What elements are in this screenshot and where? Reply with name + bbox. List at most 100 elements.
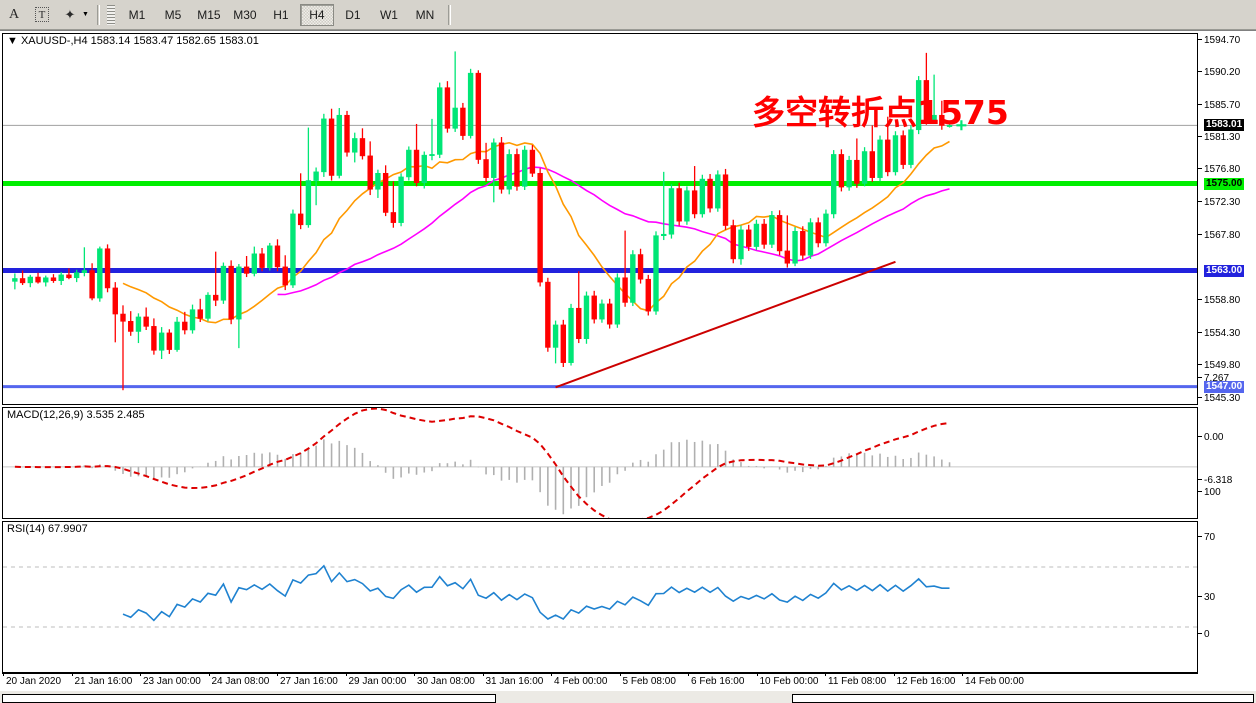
- rsi-tick-label: 100: [1198, 487, 1256, 499]
- candlestick: [908, 129, 914, 165]
- candlestick: [854, 159, 860, 184]
- candlestick: [282, 266, 288, 286]
- timeframe-m30[interactable]: M30: [233, 7, 257, 22]
- candlestick: [599, 303, 605, 320]
- candlestick: [846, 159, 852, 188]
- macd-tick-label: 0.00: [1198, 432, 1256, 444]
- time-axis-label: 12 Feb 16:00: [893, 673, 956, 687]
- price-pane[interactable]: ▼ XAUUSD-,H4 1583.14 1583.47 1582.65 158…: [2, 33, 1198, 405]
- rsi-tick-label: 70: [1198, 532, 1256, 544]
- candlestick: [390, 212, 397, 223]
- chevron-down-icon[interactable]: ▼: [82, 11, 89, 18]
- timeframe-m15[interactable]: M15: [197, 7, 221, 22]
- price-tick-label: 1545.30: [1198, 393, 1256, 405]
- candlestick: [128, 320, 134, 332]
- tick-dash: [1198, 396, 1202, 398]
- tick-dash: [1198, 71, 1202, 73]
- price-scale[interactable]: 1594.70 1590.20 1585.70 1583.01 1581.30 1576.…: [1198, 32, 1256, 673]
- price-value: 1575.00: [1204, 177, 1245, 190]
- candlestick: [135, 316, 142, 332]
- bottom-panel-right[interactable]: [792, 694, 1254, 703]
- candlestick: [630, 254, 636, 303]
- candlestick: [460, 107, 466, 136]
- candlestick: [220, 265, 227, 301]
- time-axis-label: 14 Feb 00:00: [962, 673, 1024, 687]
- timeframe-h4[interactable]: H4: [299, 3, 334, 26]
- candlestick: [776, 215, 783, 252]
- macd-tick-label: 7.267: [1198, 373, 1256, 385]
- candlestick: [313, 171, 319, 181]
- timeframe-mn[interactable]: MN: [415, 7, 435, 22]
- candlestick: [614, 277, 621, 325]
- candlestick: [591, 295, 597, 320]
- ma-slow-line: [277, 166, 950, 296]
- text-tool-icon[interactable]: A: [1, 3, 27, 27]
- template-tool-icon[interactable]: ✦: [57, 3, 83, 27]
- tick-dash: [1198, 168, 1202, 170]
- candlestick: [50, 277, 57, 281]
- candlestick: [12, 278, 18, 282]
- candlestick: [467, 72, 474, 136]
- bottom-panel-left[interactable]: [2, 694, 496, 703]
- trendline-ascending: [555, 260, 896, 389]
- price-tick-label: 1590.20: [1198, 67, 1256, 79]
- candlestick: [35, 276, 41, 283]
- price-value: 1554.30: [1204, 327, 1241, 339]
- time-axis-label: 5 Feb 08:00: [619, 673, 676, 687]
- toolbar-grip[interactable]: [106, 4, 115, 25]
- candlestick: [174, 321, 180, 350]
- candlestick: [274, 245, 281, 268]
- candlestick: [583, 295, 590, 339]
- price-plot: [3, 51, 1197, 391]
- tick-dash: [1198, 135, 1202, 137]
- timeframe-d1[interactable]: D1: [345, 7, 361, 22]
- candlestick: [753, 223, 760, 247]
- candlestick: [228, 265, 234, 320]
- price-tick-label: 1567.80: [1198, 230, 1256, 242]
- candlestick: [352, 138, 358, 153]
- macd-plot: [3, 408, 1197, 518]
- macd-pane[interactable]: MACD(12,26,9) 3.535 2.485: [2, 407, 1198, 519]
- label-tool-icon[interactable]: T: [29, 3, 55, 27]
- timeframe-h1[interactable]: H1: [273, 7, 289, 22]
- candlestick: [251, 253, 258, 274]
- price-value: 1547.00: [1204, 380, 1245, 393]
- toolbar-separator: [96, 4, 100, 25]
- price-tick-label: 1575.00: [1198, 177, 1256, 190]
- rsi-tick-label: 0: [1198, 629, 1256, 641]
- candlestick: [189, 309, 196, 331]
- candlestick: [923, 80, 930, 121]
- timeframe-m5[interactable]: M5: [164, 7, 182, 22]
- candlestick: [43, 277, 49, 283]
- candlestick: [104, 248, 111, 289]
- candlestick: [746, 229, 752, 247]
- candlestick: [707, 178, 713, 209]
- candlestick: [236, 266, 242, 320]
- price-tick-label: 1585.70: [1198, 100, 1256, 112]
- time-axis-label: 31 Jan 16:00: [482, 673, 544, 687]
- price-value: 1558.80: [1204, 295, 1241, 306]
- candlestick: [483, 159, 489, 178]
- candlestick: [267, 245, 273, 268]
- time-axis: 20 Jan 2020 21 Jan 16:00 23 Jan 00:00 24 Ja…: [2, 673, 1198, 691]
- candlestick: [444, 87, 451, 129]
- candlestick: [382, 172, 389, 213]
- candlestick: [182, 321, 188, 331]
- timeframe-w1[interactable]: W1: [379, 7, 398, 22]
- bottom-strip: [0, 691, 1256, 703]
- rsi-value: 70: [1204, 532, 1216, 543]
- price-tick-label: 1572.30: [1198, 197, 1256, 209]
- candlestick: [321, 118, 327, 173]
- candlestick: [19, 278, 26, 284]
- candlestick: [661, 233, 667, 236]
- candlestick: [784, 250, 791, 264]
- candlestick: [429, 154, 435, 156]
- rsi-value: 0: [1204, 629, 1210, 640]
- timeframe-m1[interactable]: M1: [128, 7, 146, 22]
- rsi-plot: [3, 564, 1197, 628]
- tick-dash: [1198, 331, 1202, 333]
- candlestick: [506, 154, 512, 190]
- macd-tick-label: -6.318: [1198, 475, 1256, 487]
- rsi-pane[interactable]: RSI(14) 67.9907: [2, 521, 1198, 673]
- candlestick: [715, 174, 721, 209]
